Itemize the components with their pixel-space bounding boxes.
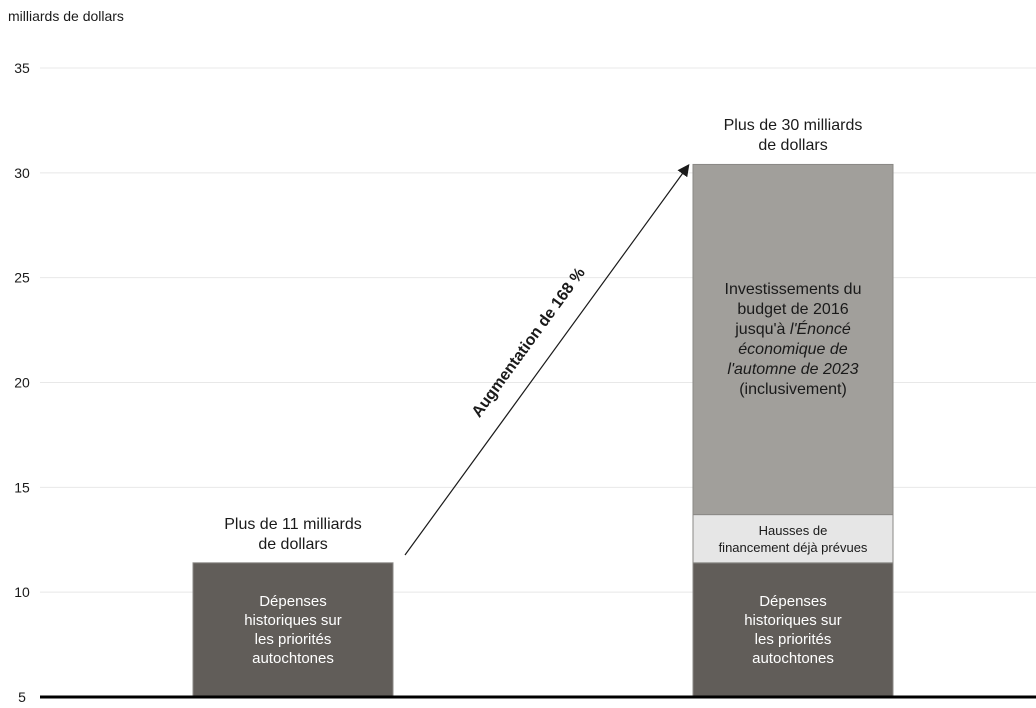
total-label-line: de dollars	[758, 137, 828, 155]
y-tick-label-35: 35	[14, 60, 30, 76]
y-tick-label-25: 25	[14, 270, 30, 286]
y-tick-label-10: 10	[14, 584, 30, 600]
bar-1-segment-1-label: Hausses de financement déjà prévues	[693, 522, 893, 556]
segment-label-line: jusqu'à l'Énoncé	[735, 320, 851, 338]
segment-label-line: budget de 2016	[737, 300, 849, 318]
bar-0-segment-0-label: Dépenses historiques sur les priorités auto…	[193, 592, 393, 668]
y-axis-unit-label: milliards de dollars	[8, 8, 124, 24]
segment-label-line: financement déjà prévues	[718, 539, 868, 555]
bar-1-total-label: Plus de 30 milliards de dollars	[663, 116, 923, 156]
segment-label-line: Dépenses	[759, 592, 827, 610]
bar-1-segment-2-label: Investissements du budget de 2016 jusqu'à …	[693, 280, 893, 400]
y-tick-label-15: 15	[14, 479, 30, 495]
bar-0-segment-0	[192, 562, 394, 698]
segment-label-line: Investissements du	[724, 280, 862, 298]
increase-arrow	[404, 164, 690, 556]
total-label-line: Plus de 30 milliards	[723, 117, 863, 135]
segment-label-line: les priorités	[754, 630, 832, 648]
segment-label-line: historiques sur	[244, 611, 342, 629]
segment-label-line: l'automne de 2023	[727, 360, 859, 378]
bar-0-total-label: Plus de 11 milliards de dollars	[163, 515, 423, 555]
segment-label-line: économique de	[738, 340, 848, 358]
total-label-line: Plus de 11 milliards	[224, 515, 362, 533]
total-label-line: de dollars	[258, 535, 328, 553]
y-tick-label-30: 30	[14, 165, 30, 181]
segment-label-line: (inclusivement)	[739, 380, 847, 398]
segment-label-line: Hausses de	[758, 522, 828, 538]
bar-1-segment-0	[692, 562, 894, 698]
bar-1-segment-2	[692, 163, 894, 516]
segment-label-line: autochtones	[252, 649, 334, 667]
segment-label-line: Dépenses	[259, 592, 327, 610]
segment-label-line: les priorités	[254, 630, 332, 648]
y-tick-label-20: 20	[14, 375, 30, 391]
bar-1-segment-0-label: Dépenses historiques sur les priorités auto…	[693, 592, 893, 668]
y-tick-label-5: 5	[18, 689, 26, 705]
segment-label-line: historiques sur	[744, 611, 842, 629]
segment-label-line: autochtones	[752, 649, 834, 667]
